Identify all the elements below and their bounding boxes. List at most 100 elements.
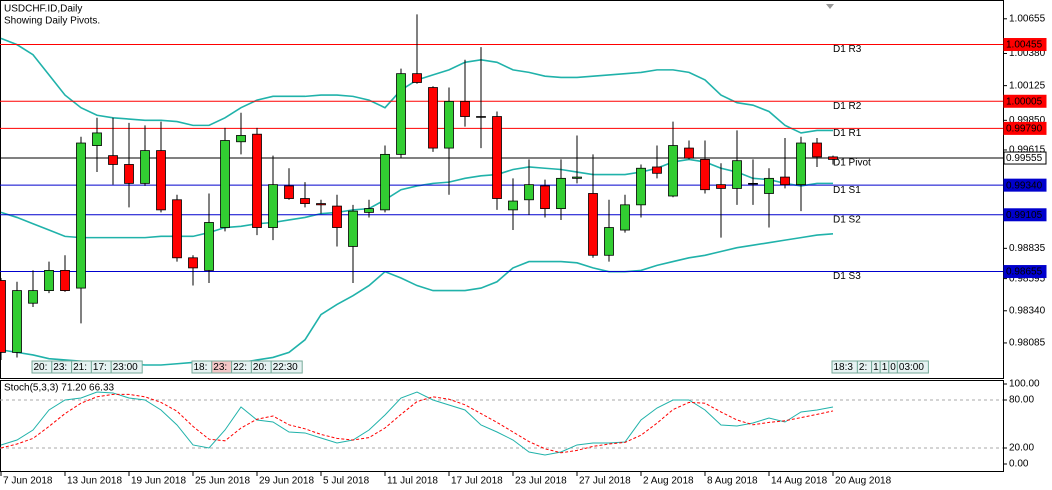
candle-body (508, 200, 518, 211)
stoch-tick-label: 100.00 (1009, 379, 1040, 390)
candle-body (0, 280, 6, 353)
candle-body (108, 155, 118, 165)
candle-body (28, 290, 38, 304)
time-tick-label: 17 Jul 2018 (451, 476, 503, 487)
pivot-price-box (1003, 178, 1047, 192)
time-tick-label: 7 Jun 2018 (3, 476, 53, 487)
bollinger-band (0, 158, 833, 239)
price-tick-label: 0.98595 (1009, 273, 1046, 284)
session-label: 22: (233, 362, 247, 373)
session-label: 23: (53, 362, 67, 373)
candle-body (332, 205, 342, 228)
candle-body (796, 142, 806, 186)
candle-body (428, 87, 438, 149)
session-label: 03:00 (899, 362, 924, 373)
pivot-name: D1 S2 (833, 214, 861, 225)
time-tick-label: 23 Jul 2018 (515, 476, 567, 487)
candle-body (76, 142, 86, 289)
pivot-price-label: 0.99790 (1006, 124, 1043, 135)
pivot-price-label: 0.98655 (1006, 267, 1043, 278)
pivot-price-label: 1.00005 (1006, 96, 1043, 107)
candle-body (588, 193, 598, 256)
candle-body (444, 101, 454, 149)
session-label: 22:30 (273, 362, 298, 373)
candle-body (684, 147, 694, 159)
candle-body (492, 116, 502, 199)
candle-body (828, 156, 838, 160)
candle-body (604, 227, 614, 256)
candle-body (780, 176, 790, 186)
stoch-tick-label: 80.00 (1009, 395, 1034, 406)
session-label: 18: (194, 362, 208, 373)
candle-body (236, 135, 246, 143)
session-label: 18:3 (834, 362, 854, 373)
candle-body (92, 132, 102, 146)
candle-body (572, 176, 582, 179)
candle-body (460, 101, 470, 117)
candle-body (812, 142, 822, 158)
session-cell (110, 360, 143, 374)
pivot-price-label: 0.99105 (1006, 210, 1043, 221)
candle-body (524, 184, 534, 201)
time-tick-label: 19 Jun 2018 (131, 476, 186, 487)
time-tick-label: 8 Aug 2018 (707, 476, 758, 487)
candle-body (284, 185, 294, 199)
candle-body (412, 73, 422, 83)
candle-body (316, 203, 326, 206)
candle-body (300, 198, 310, 204)
session-label: 23: (213, 362, 227, 373)
candle-body (204, 222, 214, 271)
stoch-pane (0, 380, 1004, 472)
candle-body (764, 177, 774, 194)
candle-body (636, 167, 646, 206)
candle-body (380, 153, 390, 211)
candle-body (540, 185, 550, 210)
chart-subtitle: Showing Daily Pivots. (4, 16, 100, 27)
pivot-price-label: 0.99340 (1006, 180, 1043, 191)
session-label: 1 (882, 362, 888, 373)
stoch-tick-label: 20.00 (1009, 443, 1034, 454)
candle-body (668, 145, 678, 197)
time-tick-label: 14 Aug 2018 (771, 476, 828, 487)
pivot-name: D1 R1 (833, 128, 862, 139)
time-tick-label: 25 Jun 2018 (195, 476, 250, 487)
session-label: 0 (890, 362, 896, 373)
candle-body (12, 290, 22, 353)
pivot-price-box (1003, 94, 1047, 108)
candle-body (44, 270, 54, 291)
candle-body (156, 150, 166, 211)
session-label: 1 (873, 362, 879, 373)
time-tick-label: 13 Jun 2018 (67, 476, 122, 487)
scroll-marker (826, 4, 834, 9)
pivot-price-label: 1.00455 (1006, 40, 1043, 51)
session-cell (270, 360, 303, 374)
pivot-name: D1 Pivot (833, 158, 871, 169)
time-tick-label: 2 Aug 2018 (643, 476, 694, 487)
pivot-name: D1 S3 (833, 271, 861, 282)
price-tick-label: 0.99850 (1009, 115, 1046, 126)
time-tick-label: 5 Jul 2018 (323, 476, 370, 487)
pivot-name: D1 S1 (833, 185, 861, 196)
candle-body (364, 208, 374, 213)
candle-body (188, 257, 198, 269)
pivot-price-box (1003, 208, 1047, 222)
session-label: 23:00 (113, 362, 138, 373)
candle-body (124, 164, 134, 184)
price-tick-label: 0.99615 (1009, 145, 1046, 156)
session-label: 21: (73, 362, 87, 373)
time-tick-label: 20 Aug 2018 (835, 476, 892, 487)
pivot-price-box (1003, 151, 1047, 165)
candle-body (620, 204, 630, 231)
candle-body (652, 166, 662, 174)
pivot-price-label: 0.99555 (1006, 153, 1043, 164)
candle-body (748, 182, 758, 185)
main-pane (0, 0, 1004, 379)
candle-body (716, 184, 726, 189)
stoch-line (0, 393, 834, 454)
candle-body (172, 199, 182, 259)
candle-body (348, 210, 358, 247)
candle-body (60, 270, 70, 291)
session-cell (896, 360, 929, 374)
price-tick-label: 0.98340 (1009, 305, 1046, 316)
candle-body (268, 184, 278, 228)
